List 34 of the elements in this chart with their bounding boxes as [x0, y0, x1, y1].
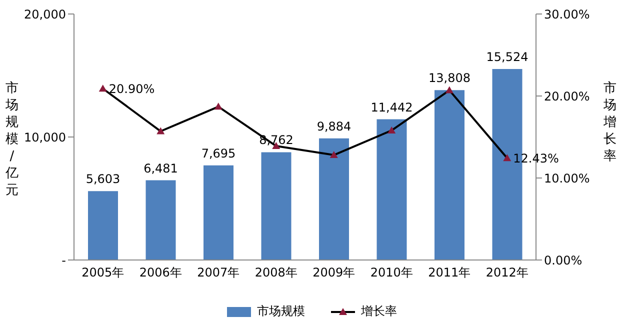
- bar: [434, 90, 464, 260]
- y2-tick-label: 30.00%: [544, 7, 590, 22]
- data-label: 13,808: [428, 71, 470, 86]
- y2-tick-label: 10.00%: [544, 171, 590, 186]
- bar: [376, 119, 407, 260]
- x-tick-label: 2012年: [486, 266, 528, 280]
- y2-tick-label: 0.00%: [544, 253, 582, 268]
- bar: [319, 138, 349, 260]
- bar: [88, 191, 118, 260]
- x-tick-label: 2011年: [428, 266, 471, 280]
- bar: [146, 180, 176, 260]
- x-tick-label: 2009年: [312, 266, 356, 280]
- bar: [261, 152, 292, 260]
- x-tick-label: 2008年: [254, 266, 298, 280]
- x-tick-label: 2006年: [139, 266, 182, 280]
- data-label: 20.90%: [108, 82, 155, 96]
- data-label: 15,524: [486, 50, 528, 64]
- y-axis-title: 市场规模/亿元: [4, 80, 20, 199]
- x-tick-label: 2007年: [197, 266, 240, 280]
- legend-label: 市场规模: [257, 303, 305, 320]
- y-tick-label: 10,000: [24, 130, 66, 144]
- data-label: 5,603: [86, 172, 120, 186]
- y2-axis-title: 市场增长率: [602, 80, 618, 165]
- y-tick-label: 20,000: [24, 7, 66, 22]
- y-tick-label: -: [62, 253, 66, 268]
- data-label: 9,884: [316, 119, 352, 134]
- data-label: 6,481: [144, 161, 178, 176]
- legend-label: 增长率: [361, 303, 397, 320]
- y2-tick-label: 20.00%: [544, 89, 590, 104]
- data-label: 7,695: [201, 146, 236, 160]
- x-tick-label: 2010年: [370, 266, 413, 280]
- data-label: 11,442: [370, 100, 413, 114]
- x-tick-label: 2005年: [82, 266, 124, 280]
- bar: [204, 165, 234, 260]
